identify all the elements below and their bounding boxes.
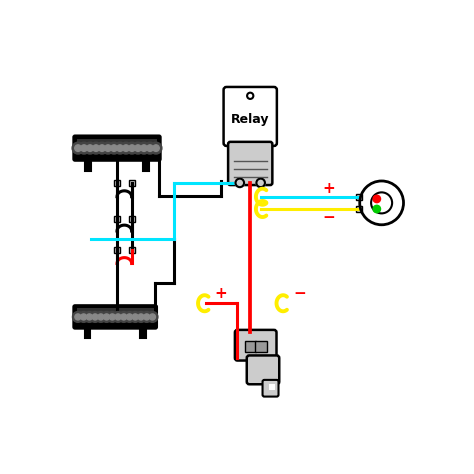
Circle shape (247, 93, 254, 99)
Circle shape (101, 311, 112, 322)
Circle shape (108, 142, 120, 154)
Circle shape (95, 311, 106, 322)
Circle shape (87, 145, 93, 151)
FancyBboxPatch shape (114, 216, 120, 222)
Circle shape (103, 314, 109, 320)
Circle shape (115, 314, 121, 320)
Circle shape (373, 195, 381, 203)
Circle shape (102, 142, 114, 154)
FancyBboxPatch shape (128, 246, 135, 253)
Circle shape (98, 314, 104, 320)
Text: +: + (323, 181, 336, 196)
Circle shape (141, 145, 147, 151)
Circle shape (81, 314, 87, 320)
Circle shape (127, 314, 133, 320)
Circle shape (90, 142, 102, 154)
Circle shape (113, 311, 123, 322)
Circle shape (72, 142, 84, 154)
Circle shape (150, 142, 162, 154)
FancyBboxPatch shape (224, 87, 277, 146)
FancyBboxPatch shape (255, 341, 267, 352)
Circle shape (121, 314, 127, 320)
Circle shape (118, 311, 129, 322)
FancyBboxPatch shape (128, 180, 135, 186)
Circle shape (107, 311, 118, 322)
Text: −: − (323, 210, 336, 225)
Circle shape (123, 145, 129, 151)
Circle shape (373, 205, 381, 213)
Text: −: − (293, 285, 306, 301)
FancyBboxPatch shape (114, 246, 120, 253)
FancyBboxPatch shape (269, 383, 275, 390)
Circle shape (90, 311, 100, 322)
FancyBboxPatch shape (77, 308, 154, 312)
Circle shape (92, 314, 98, 320)
Circle shape (135, 145, 141, 151)
Circle shape (73, 311, 83, 322)
Circle shape (147, 311, 158, 322)
Circle shape (75, 145, 82, 151)
Circle shape (132, 142, 144, 154)
Circle shape (109, 314, 115, 320)
Circle shape (96, 142, 108, 154)
FancyBboxPatch shape (140, 327, 146, 338)
Text: +: + (215, 285, 228, 301)
FancyBboxPatch shape (73, 305, 157, 328)
Circle shape (111, 145, 117, 151)
Circle shape (138, 142, 150, 154)
Circle shape (75, 314, 81, 320)
FancyBboxPatch shape (128, 216, 135, 222)
FancyBboxPatch shape (228, 142, 273, 185)
FancyBboxPatch shape (114, 180, 120, 186)
Circle shape (84, 311, 95, 322)
FancyBboxPatch shape (356, 206, 362, 212)
Circle shape (256, 179, 265, 187)
Circle shape (153, 145, 159, 151)
FancyBboxPatch shape (245, 341, 256, 352)
Text: Relay: Relay (231, 113, 270, 126)
FancyBboxPatch shape (241, 89, 259, 105)
FancyBboxPatch shape (143, 159, 149, 171)
Circle shape (78, 311, 89, 322)
FancyBboxPatch shape (85, 159, 91, 171)
Circle shape (86, 314, 92, 320)
FancyBboxPatch shape (73, 136, 160, 161)
Circle shape (126, 142, 138, 154)
Circle shape (129, 145, 135, 151)
FancyBboxPatch shape (263, 380, 279, 397)
Circle shape (120, 142, 132, 154)
Circle shape (136, 311, 146, 322)
FancyBboxPatch shape (77, 139, 157, 143)
Circle shape (144, 314, 150, 320)
Circle shape (78, 142, 90, 154)
Circle shape (81, 145, 87, 151)
Circle shape (149, 314, 155, 320)
Circle shape (236, 179, 244, 187)
Circle shape (146, 145, 153, 151)
FancyBboxPatch shape (85, 327, 90, 338)
Circle shape (124, 311, 135, 322)
Circle shape (93, 145, 100, 151)
Circle shape (105, 145, 111, 151)
FancyBboxPatch shape (247, 356, 279, 384)
FancyBboxPatch shape (356, 194, 362, 200)
Circle shape (144, 142, 156, 154)
Circle shape (99, 145, 105, 151)
Circle shape (141, 311, 152, 322)
Circle shape (84, 142, 96, 154)
Circle shape (114, 142, 126, 154)
FancyBboxPatch shape (235, 330, 276, 361)
Circle shape (132, 314, 138, 320)
Circle shape (130, 311, 141, 322)
Circle shape (138, 314, 144, 320)
Circle shape (117, 145, 123, 151)
